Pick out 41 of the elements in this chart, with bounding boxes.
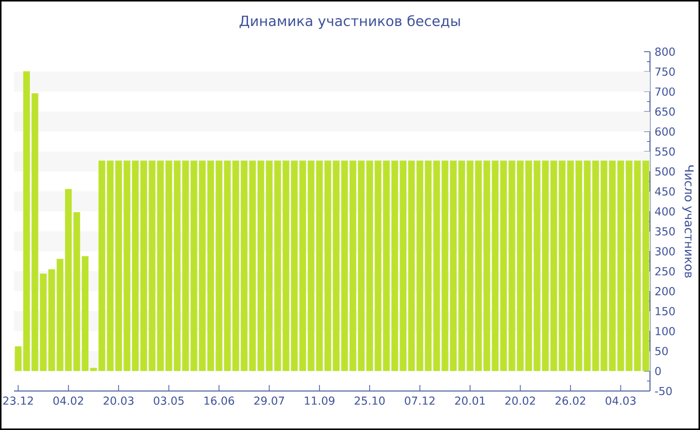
x-tick-label: 23.12: [3, 396, 33, 405]
bar: [391, 160, 398, 372]
x-tick-label: 20.03: [104, 396, 134, 405]
y-axis-title: Число участников: [682, 165, 694, 278]
bar: [584, 160, 591, 372]
bar: [266, 160, 273, 372]
x-tick-label: 04.03: [606, 396, 636, 405]
y-tick-label: 450: [655, 187, 675, 196]
y-tick-label: 700: [655, 87, 675, 96]
y-tick-label: 550: [655, 147, 675, 156]
y-tick-label: 100: [656, 326, 675, 336]
y-tick-label: 150: [656, 307, 675, 316]
x-tick-label: 03.05: [154, 396, 184, 405]
x-tick-label: 26.02: [556, 396, 586, 405]
y-tick-label: 50: [655, 346, 668, 356]
y-tick-label: 400: [655, 207, 675, 216]
y-tick-label: 350: [655, 227, 675, 236]
x-tick-label: 04.02: [53, 396, 84, 405]
bar: [232, 160, 240, 372]
x-tick-label: 20.02: [505, 396, 535, 405]
bar: [550, 160, 558, 372]
x-tick-label: 07.12: [404, 396, 434, 405]
x-tick-label: 16.06: [204, 396, 234, 405]
y-tick-label: 650: [655, 107, 675, 116]
bar: [73, 212, 80, 372]
y-tick-label: 800: [655, 48, 675, 56]
y-tick-label: 600: [655, 127, 675, 136]
bar: [424, 160, 432, 372]
y-tick-label: 750: [655, 67, 675, 76]
bar: [106, 160, 114, 372]
y-tick-label: 300: [655, 247, 675, 256]
x-tick-label: 25.10: [354, 396, 385, 405]
x-tick-label: 20.01: [455, 396, 485, 405]
x-tick-label: 29.07: [254, 396, 284, 405]
y-tick-label: 250: [655, 267, 675, 276]
y-tick-label: 200: [655, 287, 675, 296]
y-tick-label: 0: [655, 366, 661, 376]
y-tick-label: -50: [655, 386, 672, 396]
x-tick-label: 11.09: [304, 396, 334, 405]
chart-title: Динамика участников беседы: [240, 15, 460, 29]
y-tick-label: 500: [655, 167, 675, 176]
